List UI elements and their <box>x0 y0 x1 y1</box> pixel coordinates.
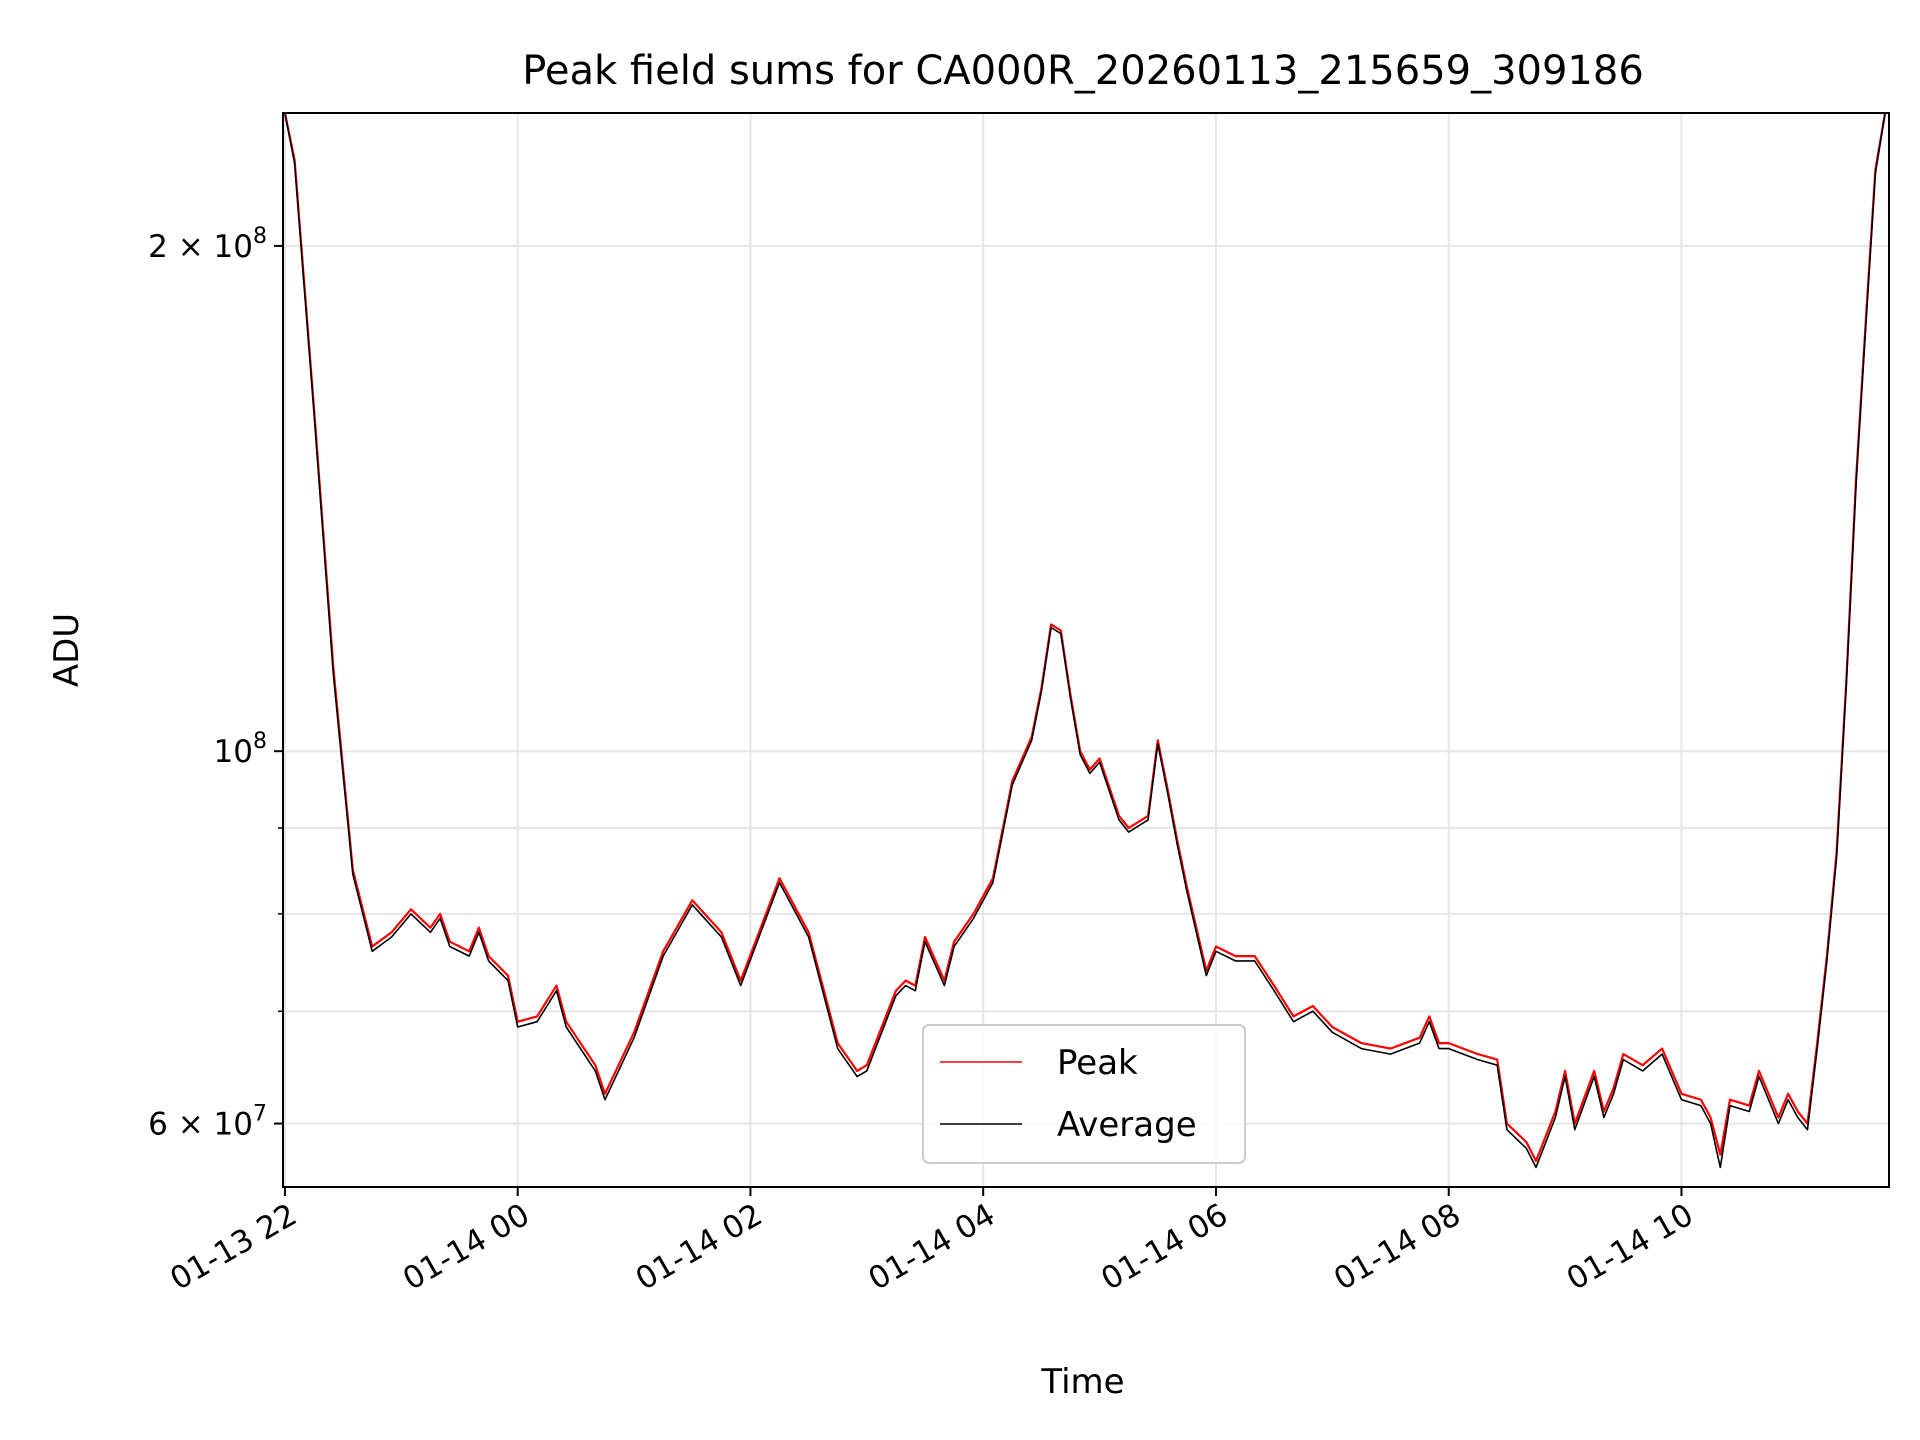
x-axis-title: Time <box>1040 1362 1124 1402</box>
legend-label-average: Average <box>1057 1105 1197 1145</box>
y-tick-label: 108 <box>214 729 267 770</box>
x-gridlines <box>283 113 1683 1187</box>
legend: Peak Average <box>922 1024 1246 1164</box>
legend-label-peak: Peak <box>1057 1043 1138 1083</box>
plot-area-frame <box>282 112 1890 1188</box>
y-gridlines <box>283 244 1889 1125</box>
y-tick-label: 6 × 107 <box>148 1102 267 1143</box>
y-axis-title: ADU <box>47 613 87 687</box>
series-layer <box>283 113 1887 1169</box>
y-axis-ticks: 6 × 107 108 2 × 108 <box>148 224 283 1143</box>
y-tick-label: 2 × 108 <box>148 224 267 265</box>
series-line-average <box>284 113 1886 1169</box>
legend-box <box>922 1024 1246 1164</box>
chart-title: Peak field sums for CA000R_20260113_2156… <box>522 48 1644 94</box>
